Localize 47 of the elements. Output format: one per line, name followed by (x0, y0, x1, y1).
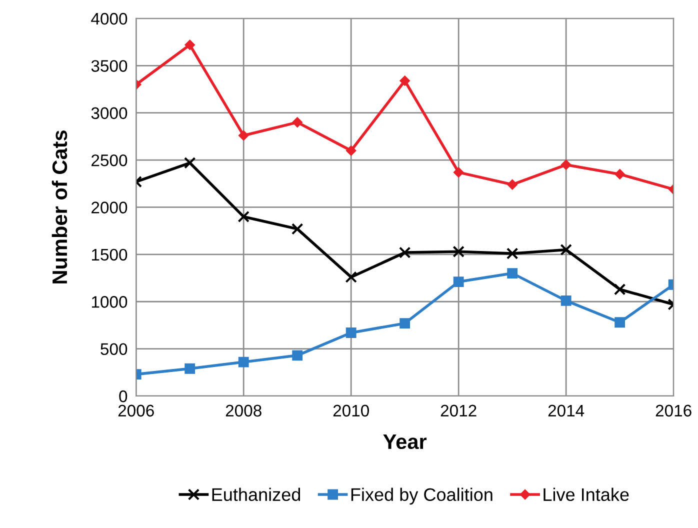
x-tick-label: 2008 (226, 404, 262, 417)
y-tick-label: 1000 (92, 296, 128, 308)
y-tick-label: 2500 (92, 154, 128, 166)
point (184, 40, 195, 50)
point (561, 160, 572, 170)
point (346, 146, 356, 156)
y-axis-title: Number of Cats (52, 130, 68, 284)
point (507, 268, 518, 279)
point (560, 244, 572, 256)
point (398, 246, 411, 258)
point (560, 295, 572, 306)
x-tick-label: 2006 (118, 404, 154, 417)
y-tick-label: 1500 (92, 248, 128, 261)
x-tick-label: 2014 (548, 404, 584, 417)
y-tick-label: 2000 (92, 202, 128, 214)
legend-label: Euthanized (212, 488, 300, 502)
x-tick-label: 2010 (333, 404, 369, 417)
point (452, 246, 464, 258)
point (507, 180, 518, 190)
point (346, 328, 356, 338)
point (292, 117, 302, 128)
legend-label: Fixed by Coalition (351, 488, 492, 505)
point (614, 169, 625, 180)
point (454, 167, 464, 178)
x-axis-title: Year (383, 434, 427, 450)
y-tick-label: 3000 (91, 107, 128, 120)
point (345, 271, 357, 283)
y-tick-label: 3500 (91, 60, 128, 72)
point (184, 156, 196, 169)
point (400, 318, 410, 329)
point (453, 276, 464, 288)
point (238, 356, 249, 368)
point (614, 317, 626, 328)
x-tick-label: 2012 (440, 404, 476, 417)
point (291, 223, 304, 235)
x-tick-label: 2016 (656, 404, 692, 417)
y-tick-label: 0 (119, 390, 128, 402)
point (238, 130, 249, 140)
point (238, 210, 250, 223)
y-tick-label: 500 (100, 343, 128, 356)
legend-label: Live Intake (544, 488, 629, 502)
point (614, 283, 626, 296)
point (506, 248, 518, 260)
y-tick-label: 4000 (91, 12, 128, 25)
point (400, 76, 410, 86)
point (292, 350, 303, 361)
point (184, 363, 196, 374)
